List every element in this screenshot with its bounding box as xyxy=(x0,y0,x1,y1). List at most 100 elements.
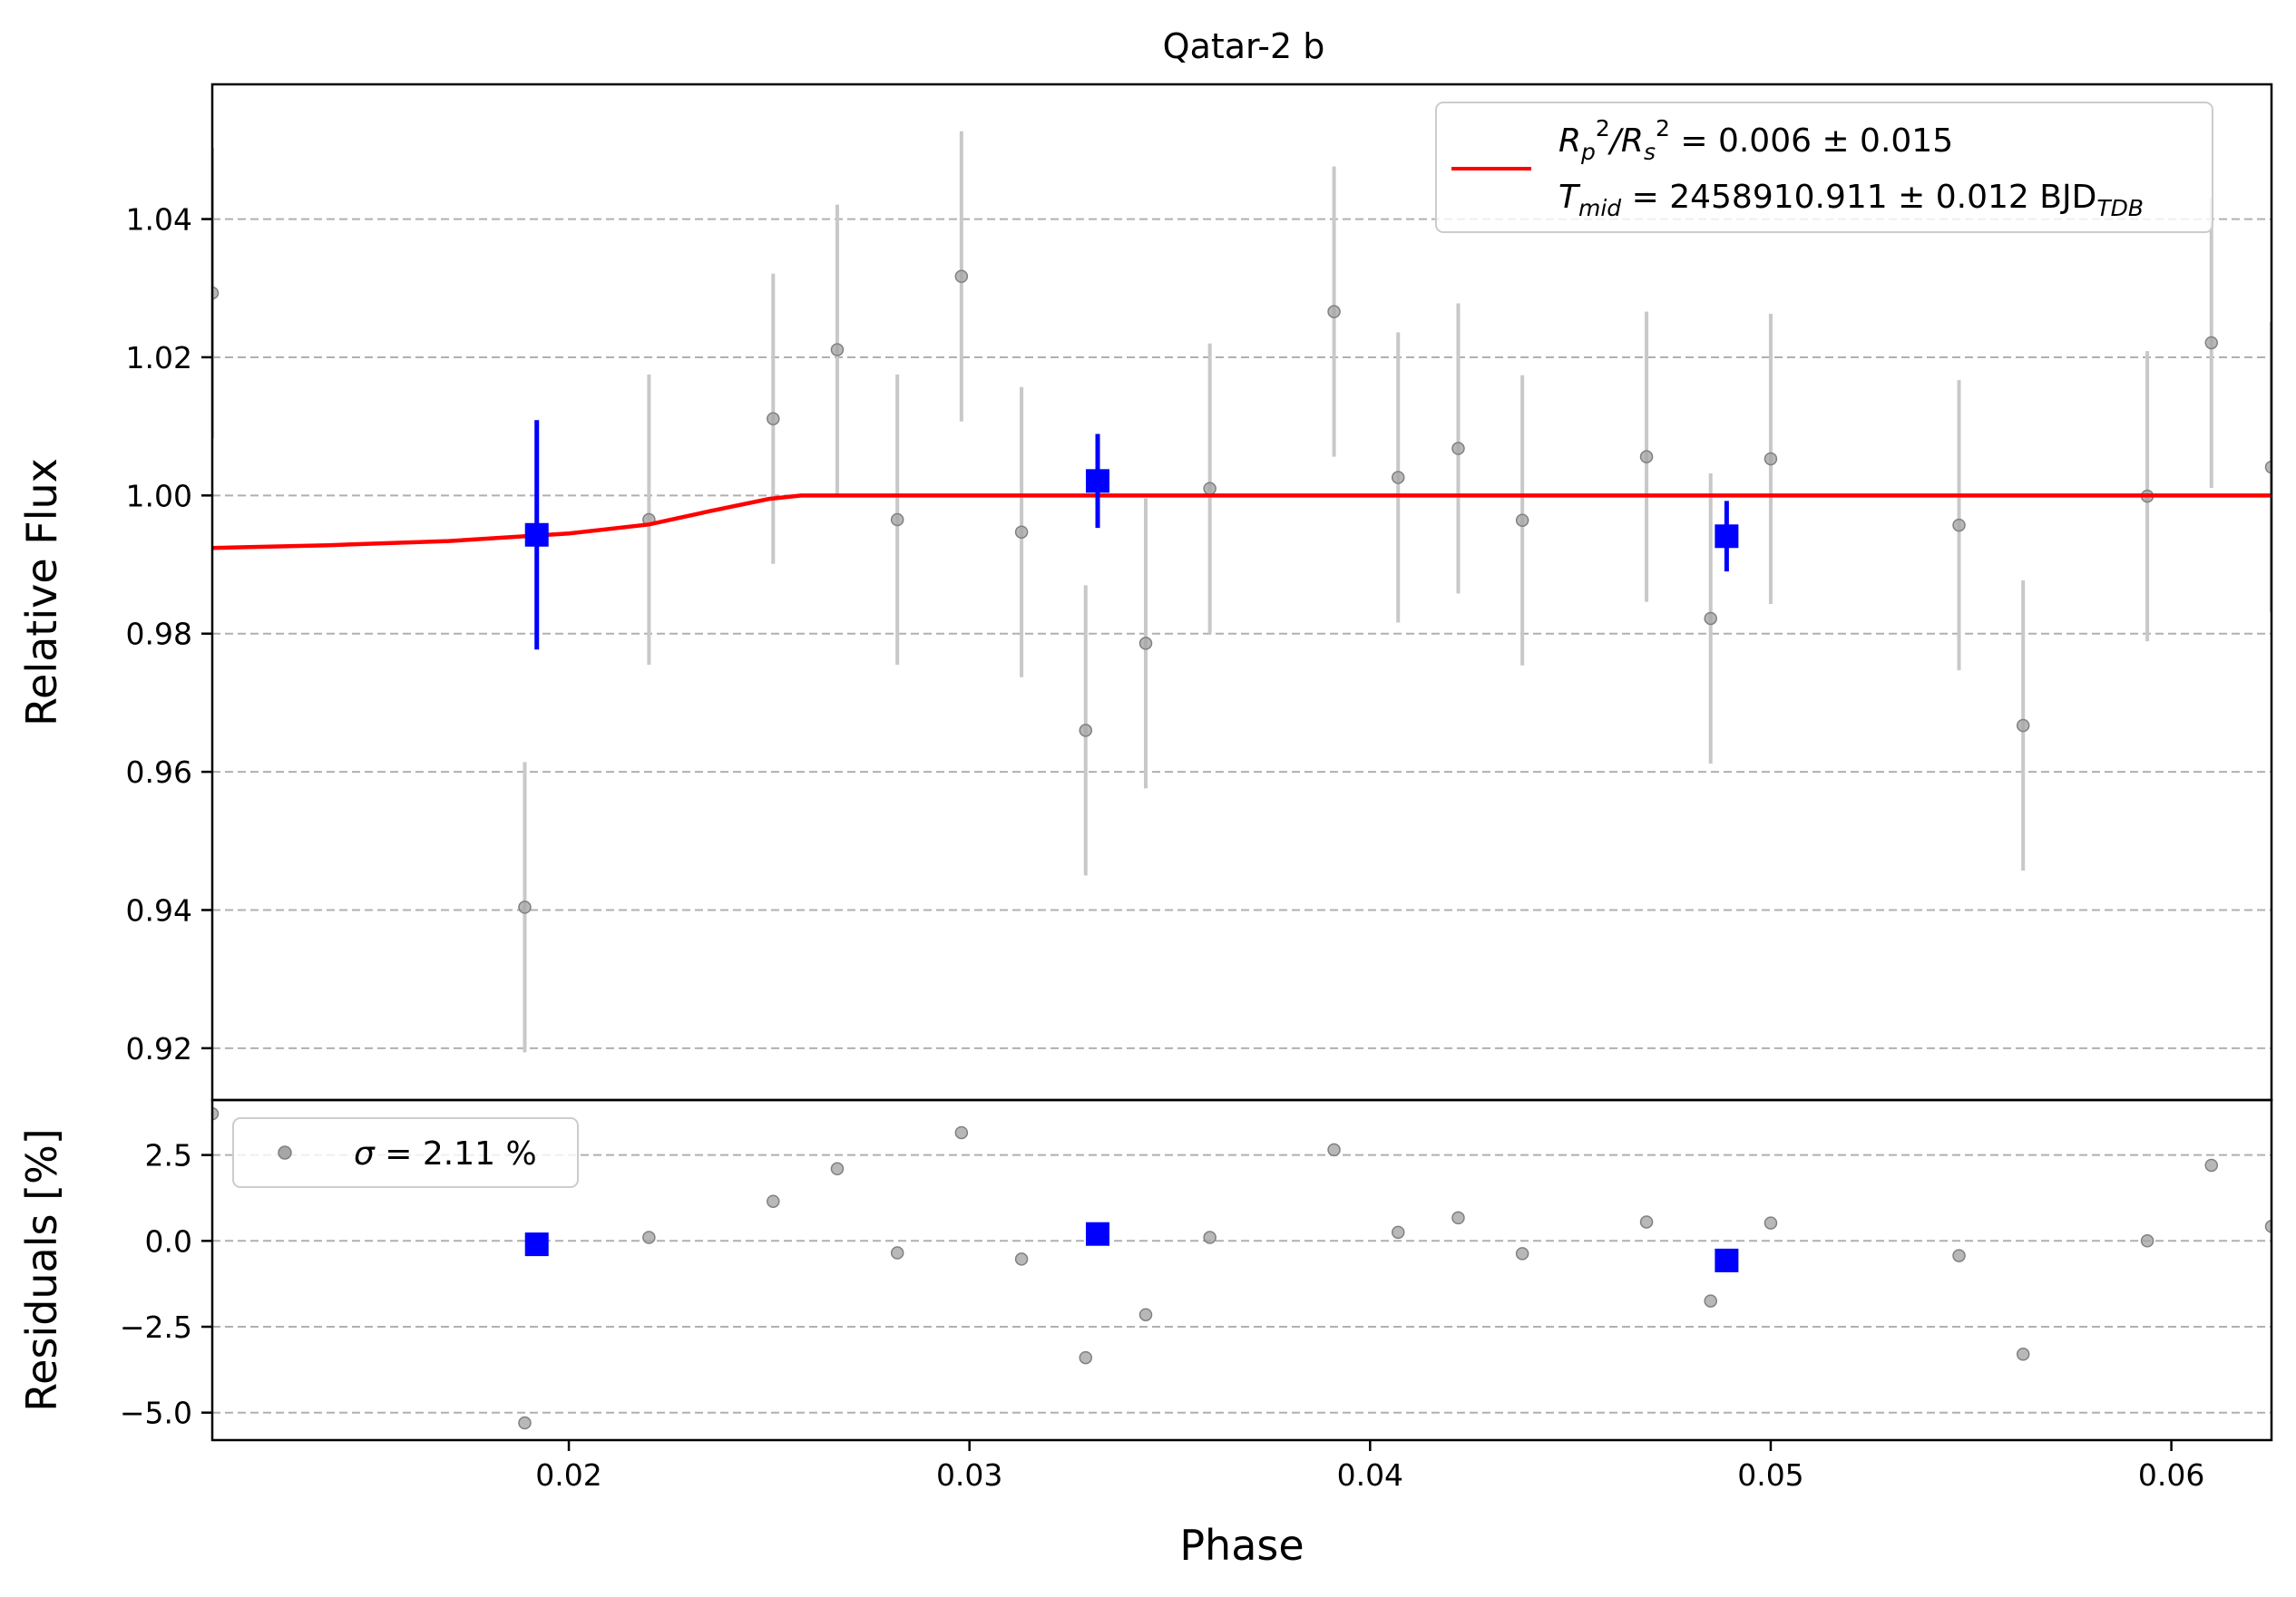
data-point xyxy=(1451,442,1465,455)
legend-r-p-sub: p xyxy=(1580,139,1596,165)
x-tick-label: 0.06 xyxy=(2138,1457,2204,1493)
legend-r-s: /R xyxy=(1607,122,1644,160)
binned-point xyxy=(1715,524,1739,549)
top-y-tick-label: 0.98 xyxy=(126,617,192,652)
bottom-y-tick-label: −5.0 xyxy=(120,1396,192,1431)
binned-residual-point xyxy=(1086,1222,1110,1246)
top-panel-model xyxy=(212,493,2272,550)
top-panel-binned-points xyxy=(524,420,1739,650)
chart-title: Qatar-2 b xyxy=(1163,26,1325,66)
data-point xyxy=(2016,718,2030,733)
bottom-y-tick-label: −2.5 xyxy=(120,1310,192,1345)
residual-point xyxy=(1515,1247,1529,1261)
legend-t-sub: mid xyxy=(1578,195,1621,221)
residual-point xyxy=(642,1231,656,1244)
data-point xyxy=(2264,460,2272,474)
data-point xyxy=(1391,471,1405,484)
x-tick-label: 0.04 xyxy=(1337,1457,1403,1493)
legend-line-2: Tmid = 2458910.911 ± 0.012 BJDTDB xyxy=(1558,179,2144,221)
binned-point xyxy=(1086,469,1110,493)
binned-residual-point xyxy=(1715,1248,1739,1272)
top-panel-data-points xyxy=(212,269,2272,914)
bottom-legend-box xyxy=(232,1117,579,1188)
residual-point xyxy=(2016,1348,2030,1361)
data-point xyxy=(1639,450,1654,463)
binned-point xyxy=(524,522,549,547)
data-point xyxy=(2204,336,2219,350)
bottom-panel-data-points xyxy=(212,1106,2272,1430)
residual-point xyxy=(2140,1234,2154,1248)
bottom-panel-frame xyxy=(210,1098,2273,1442)
bottom-legend-text: σ = 2.11 % xyxy=(354,1135,537,1173)
residual-point xyxy=(1704,1294,1717,1308)
data-point xyxy=(1764,452,1778,466)
data-point xyxy=(954,269,969,284)
data-point xyxy=(1704,611,1717,626)
legend-r-s-sup: 2 xyxy=(1656,115,1670,141)
x-axis-label: Phase xyxy=(1179,1521,1304,1570)
residual-point xyxy=(2264,1220,2272,1233)
legend-r-p: R xyxy=(1558,122,1581,160)
legend-r-s-sub: s xyxy=(1644,139,1656,165)
residual-point xyxy=(1952,1249,1966,1262)
top-y-tick-label: 1.00 xyxy=(126,478,192,513)
bottom-panel-legend: σ = 2.11 % xyxy=(232,1117,579,1188)
legend-r-p-sup: 2 xyxy=(1596,115,1610,141)
residual-point xyxy=(1138,1308,1153,1321)
x-tick-label: 0.02 xyxy=(535,1457,601,1493)
top-panel-errorbars xyxy=(212,131,2272,1053)
top-y-tick-label: 0.96 xyxy=(126,755,192,790)
top-y-tick-label: 0.92 xyxy=(126,1031,192,1066)
residual-point xyxy=(518,1416,532,1430)
x-axis-ticks: 0.02 0.03 0.04 0.05 0.06 xyxy=(535,1440,2204,1493)
sigma-value: = 2.11 % xyxy=(375,1135,537,1173)
top-y-tick-label: 1.04 xyxy=(126,202,192,238)
legend-line-1: Rp2/Rs2 = 0.006 ± 0.015 xyxy=(1558,115,1953,165)
data-point xyxy=(1515,513,1529,528)
binned-residual-point xyxy=(524,1232,549,1257)
bottom-y-tick-label: 0.0 xyxy=(145,1223,192,1259)
legend-tdb-sub: TDB xyxy=(2096,195,2144,221)
model-line xyxy=(212,493,2272,550)
bottom-y-tick-label: 2.5 xyxy=(145,1138,192,1173)
data-point xyxy=(518,901,532,914)
data-point xyxy=(1203,482,1216,495)
x-tick-label: 0.03 xyxy=(936,1457,1002,1493)
top-panel-y-ticks: 0.92 0.94 0.96 0.98 1.00 1.02 1.04 xyxy=(126,202,212,1066)
top-panel-y-axis-label: Relative Flux xyxy=(17,458,66,726)
bottom-legend-marker xyxy=(278,1145,292,1160)
data-point xyxy=(767,412,780,426)
data-point xyxy=(1138,637,1153,650)
residual-point xyxy=(1014,1252,1029,1266)
legend-t: T xyxy=(1558,179,1581,216)
residual-point xyxy=(1639,1215,1654,1229)
x-tick-label: 0.05 xyxy=(1737,1457,1803,1493)
bottom-panel-grid xyxy=(212,1154,2272,1414)
residual-point xyxy=(890,1246,904,1260)
legend-depth-value: = 0.006 ± 0.015 xyxy=(1670,122,1953,160)
top-panel-legend: Rp2/Rs2 = 0.006 ± 0.015 Tmid = 2458910.9… xyxy=(1435,102,2213,233)
data-point xyxy=(830,343,845,356)
residual-point xyxy=(954,1125,969,1140)
residual-point xyxy=(1764,1216,1778,1230)
data-point xyxy=(1327,305,1341,318)
residual-point xyxy=(1451,1211,1465,1225)
residual-point xyxy=(1079,1350,1093,1365)
residual-point xyxy=(2204,1158,2219,1173)
bottom-panel-y-axis-label: Residuals [%] xyxy=(17,1128,66,1411)
residual-point xyxy=(1327,1143,1341,1157)
top-panel-frame xyxy=(210,83,2273,1102)
residual-point xyxy=(212,1106,220,1121)
top-y-tick-label: 0.94 xyxy=(126,892,192,928)
sigma-symbol: σ xyxy=(354,1135,376,1173)
top-y-tick-label: 1.02 xyxy=(126,340,192,375)
data-point xyxy=(1079,724,1093,737)
residual-point xyxy=(1203,1231,1216,1244)
data-point xyxy=(1014,525,1029,539)
data-point xyxy=(212,286,220,300)
legend-tmid-value: = 2458910.911 ± 0.012 BJD xyxy=(1621,179,2096,216)
bottom-panel-y-ticks: −5.0 −2.5 0.0 2.5 xyxy=(120,1138,212,1431)
top-legend-box xyxy=(1435,102,2213,233)
data-point xyxy=(1952,518,1966,532)
